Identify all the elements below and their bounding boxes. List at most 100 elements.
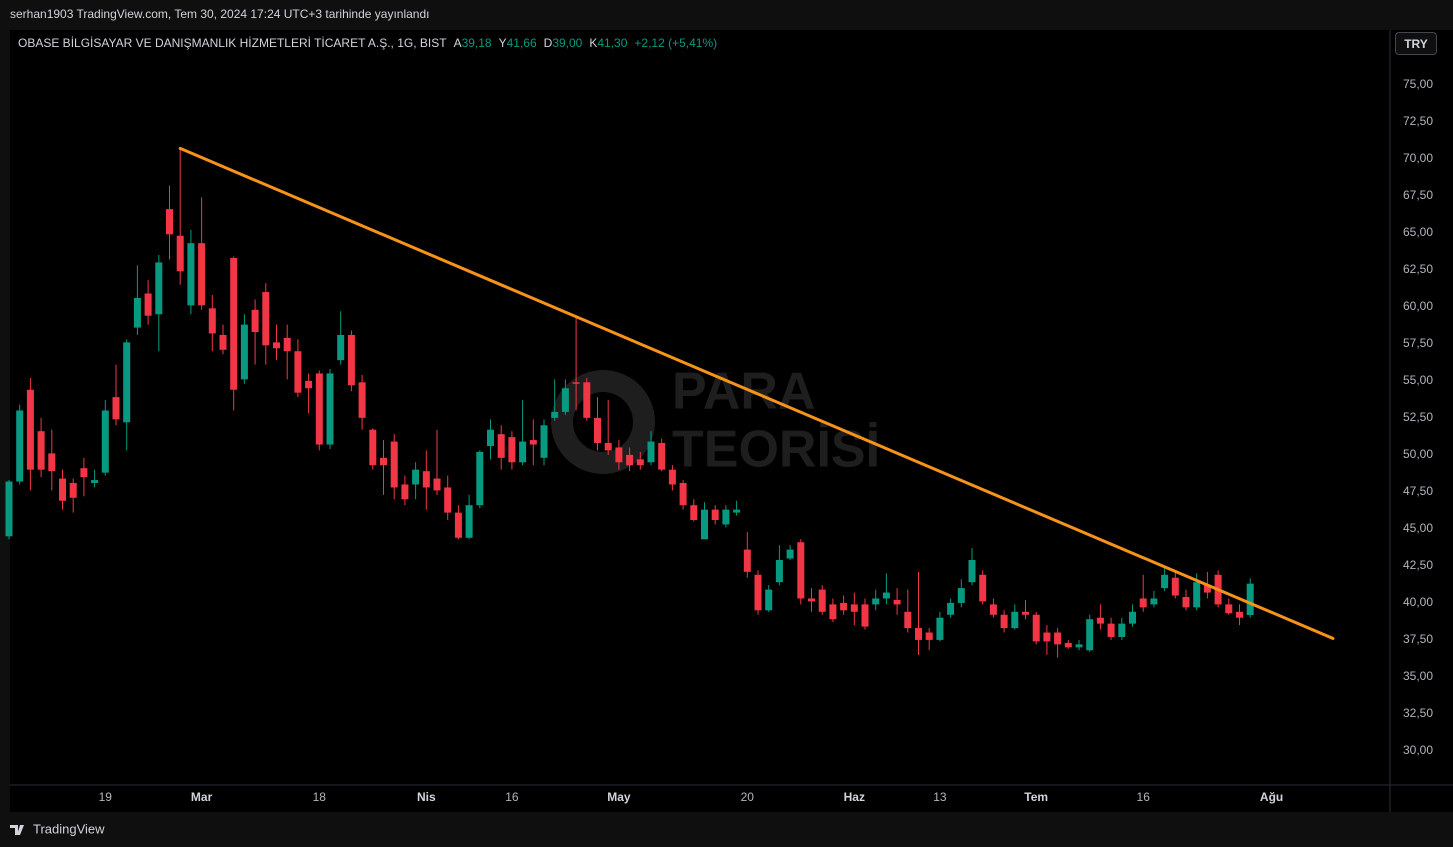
candle-body [80,468,88,478]
ohlc-label: K [589,36,598,50]
ohlc-label: A [453,36,462,50]
candle-body [1086,619,1094,651]
candle-body [251,309,259,332]
candle-body [326,373,334,445]
x-tick-label: 16 [505,790,519,804]
candle-body [176,235,184,272]
ohlc-value: 39,00 [552,36,583,50]
y-tick-label: 67,50 [1403,188,1433,202]
candle-body [347,334,355,386]
candle-body [273,342,280,349]
candle-body [208,308,216,334]
y-tick-label: 52,50 [1403,410,1433,424]
candle-body [765,589,773,611]
candle-body [1054,632,1062,645]
candle-body [658,443,666,470]
candle-body [144,293,152,316]
y-tick-label: 42,50 [1403,558,1433,572]
x-tick-label: Ağu [1260,790,1283,804]
candle-body [733,509,741,513]
candle-body [262,292,270,346]
ohlc-value: 41,30 [597,36,628,50]
candle-body [540,425,548,458]
ohlc-change: +2,12 (+5,41%) [634,36,718,50]
candle-body [957,588,965,603]
y-tick-label: 47,50 [1403,484,1433,498]
candle-body [305,380,313,389]
candle-body [380,457,387,466]
candle-body [679,483,687,506]
candle-body [1171,577,1179,596]
candle-body [1022,611,1029,615]
footer-logo: TradingView [10,821,105,836]
watermark-logo [551,370,655,474]
candle-body [947,602,955,615]
candle-body [904,611,912,629]
candle-body [690,505,698,521]
ohlc-value: 39,18 [461,36,492,50]
candle-body [155,262,163,315]
candle-body [487,429,494,446]
x-tick-label: Tem [1024,790,1048,804]
x-tick-label: 16 [1137,790,1151,804]
candle-body [412,469,420,485]
y-tick-label: 30,00 [1403,743,1433,757]
plot-background [10,30,1453,812]
y-tick-label: 37,50 [1403,632,1433,646]
candle-body [604,443,612,451]
x-tick-label: 13 [933,790,947,804]
x-tick-label: May [607,790,631,804]
y-tick-label: 70,00 [1403,151,1433,165]
publish-note: serhan1903 TradingView.com, Tem 30, 2024… [10,7,430,21]
candle-body [872,598,880,605]
y-tick-label: 57,50 [1403,336,1433,350]
candle-body [551,411,559,418]
candle-body [1236,611,1243,618]
candle-body [433,478,441,491]
candle-body [850,604,858,612]
candle-body [893,599,901,605]
candle-body [1000,614,1008,629]
candle-body [315,373,323,445]
y-tick-label: 65,00 [1403,225,1433,239]
y-tick-label: 32,50 [1403,706,1433,720]
candle-body [48,453,56,472]
candle-body [123,342,131,423]
currency-button[interactable]: TRY [1395,32,1437,55]
candle-body [529,440,537,445]
candle-body [936,617,944,640]
candle-body [37,431,45,470]
candle-body [454,512,462,538]
candle-body [743,549,751,572]
y-tick-label: 60,00 [1403,299,1433,313]
candle-body [968,559,976,583]
candle-body [1246,583,1254,616]
ohlc-label: Y [498,36,507,50]
candle-body [476,451,484,506]
candle-body [1203,585,1211,593]
candle-body [59,478,66,501]
candle-body [1129,611,1136,624]
candle-body [647,441,655,463]
y-tick-label: 40,00 [1403,595,1433,609]
ohlc-value: 41,66 [506,36,537,50]
trendline [178,146,1335,640]
candle-body [166,209,173,235]
candle-body [1043,632,1051,642]
candle-body [989,604,997,615]
candle-body [754,574,762,611]
x-tick-label: 19 [99,790,113,804]
y-tick-label: 45,00 [1403,521,1433,535]
x-tick-label: Mar [191,790,213,804]
candle-body [1118,623,1126,637]
candle-body [840,602,848,611]
y-tick-label: 62,50 [1403,262,1433,276]
candle-body [979,574,987,602]
plot-area [5,146,1335,658]
brand-icon [10,825,24,835]
candle-body [701,509,708,540]
candle-body [337,334,345,361]
y-tick-label: 50,00 [1403,447,1433,461]
candle-body [1011,611,1019,629]
candle-body [26,389,34,470]
